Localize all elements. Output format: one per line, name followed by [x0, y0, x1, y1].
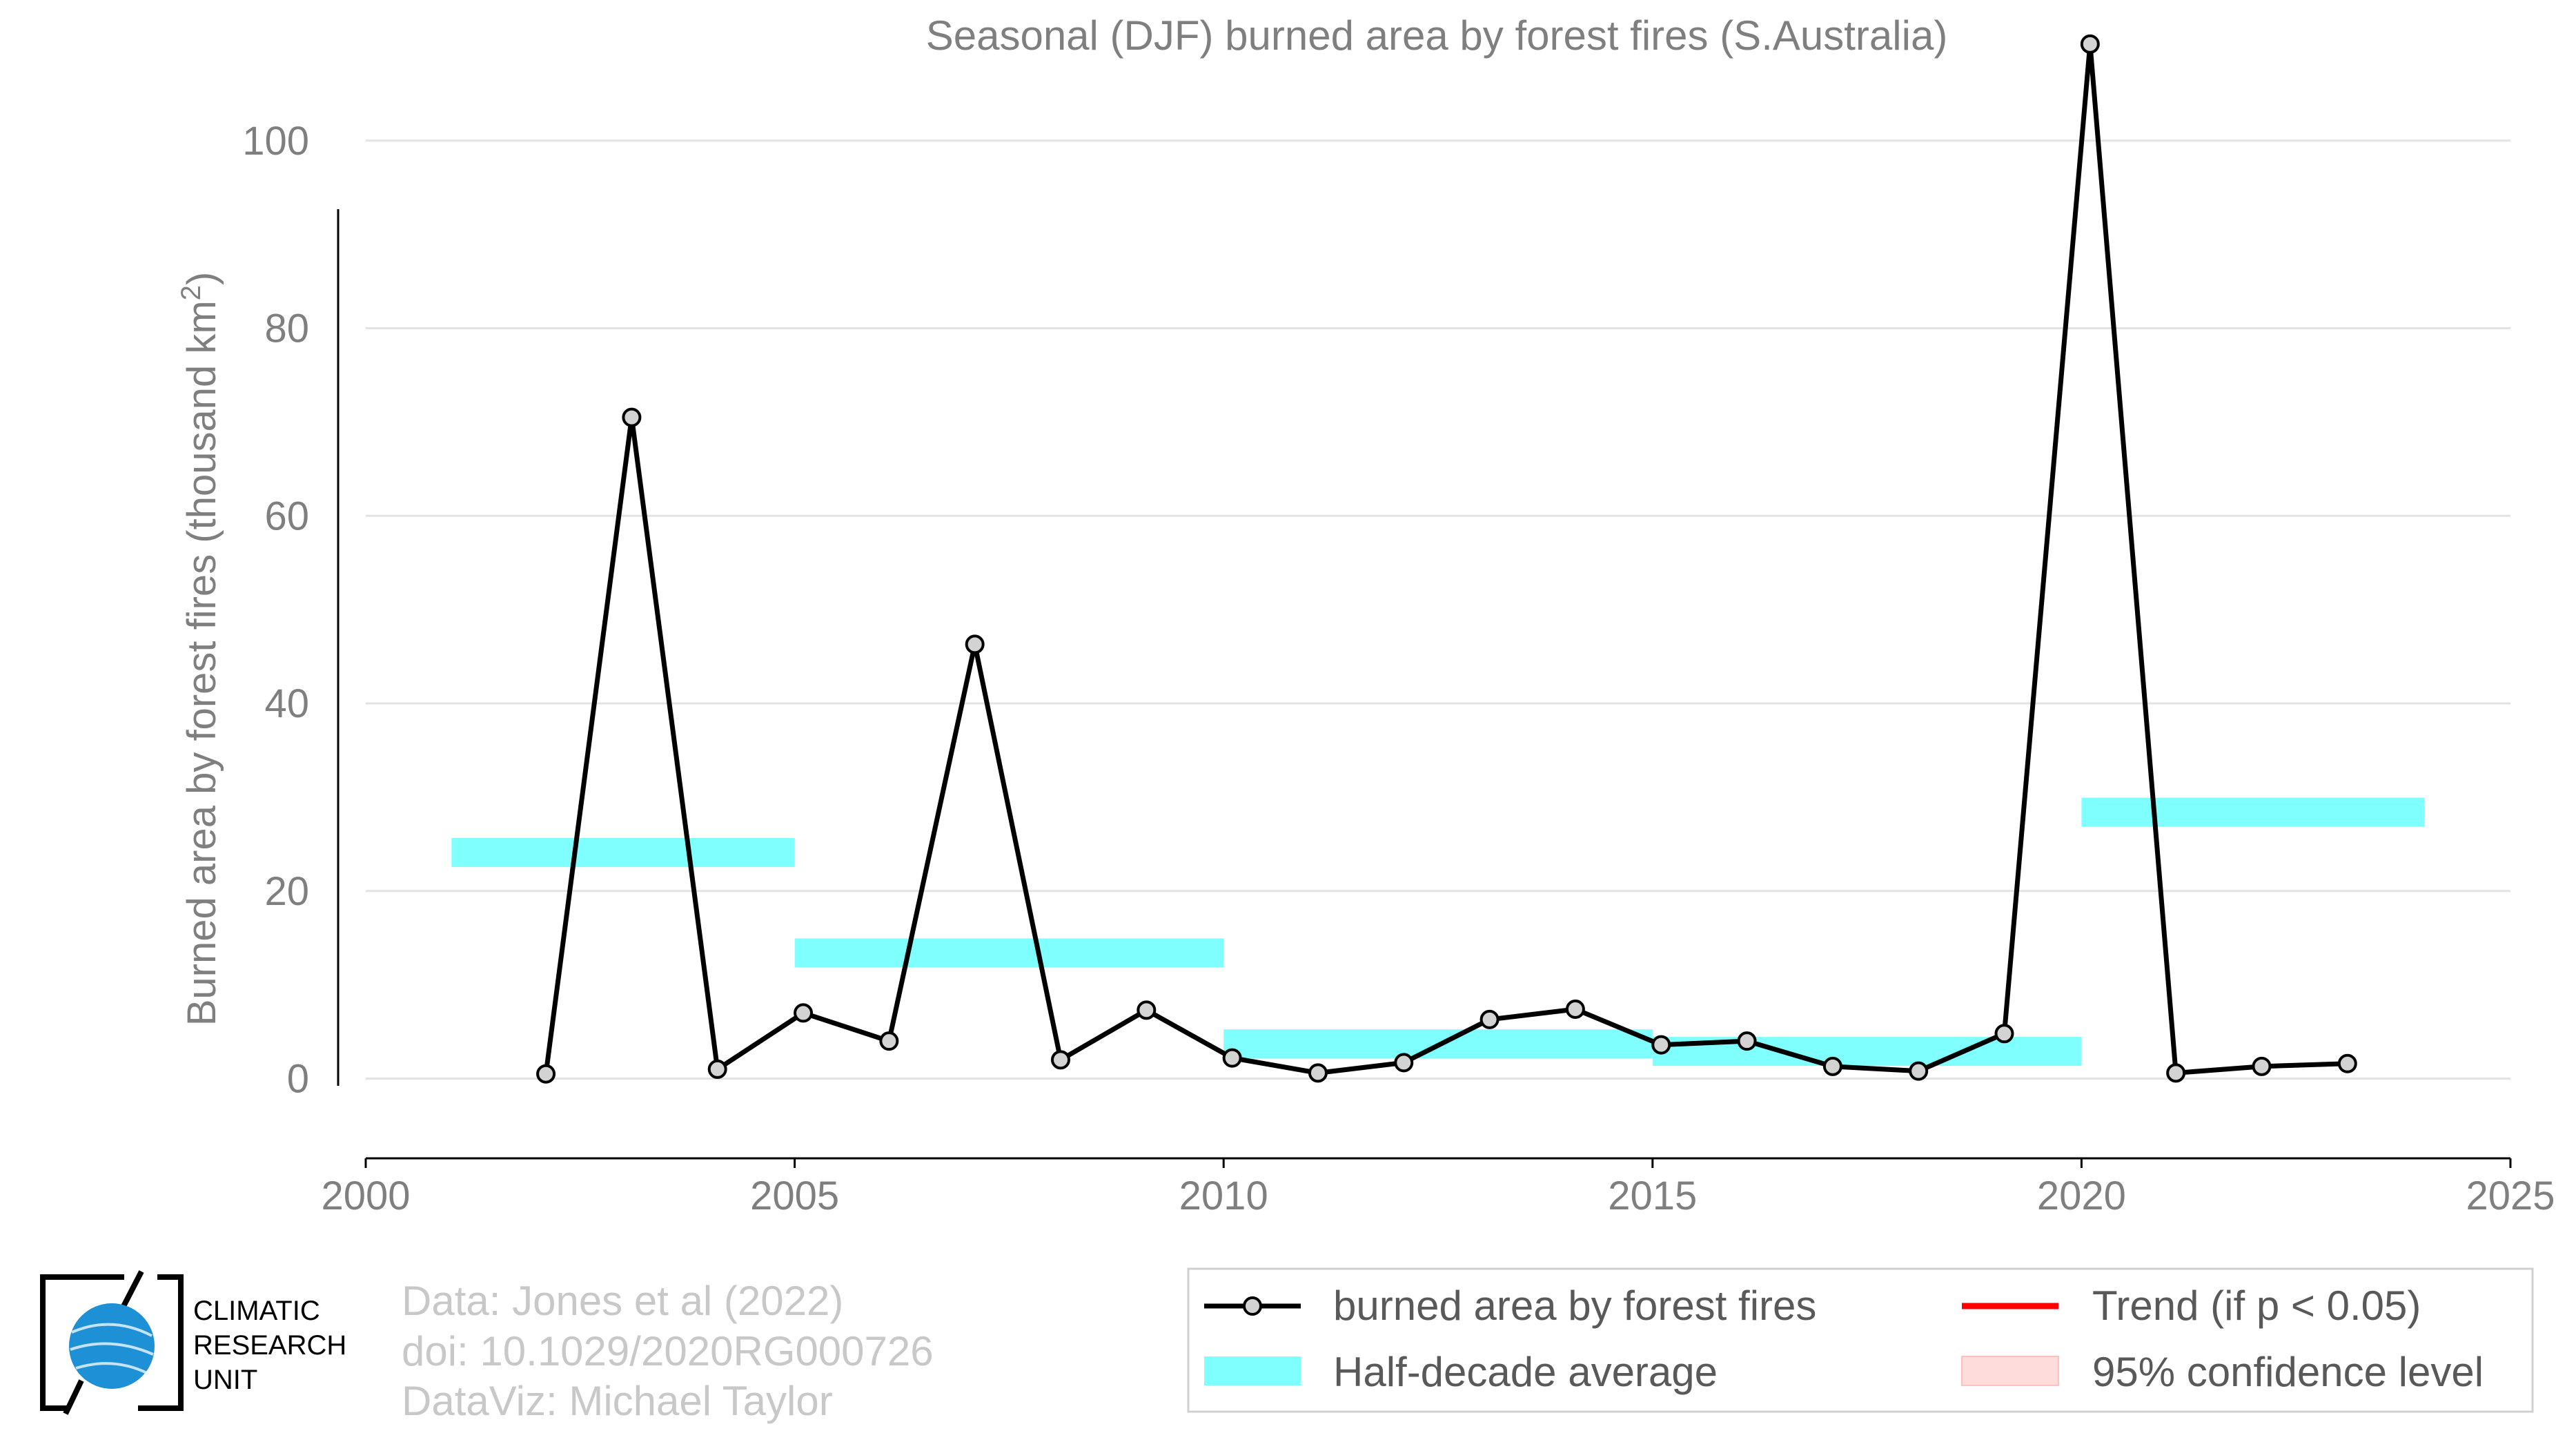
data-point [879, 1031, 899, 1051]
logo-text-line1: CLIMATIC [193, 1296, 320, 1326]
data-point [965, 634, 985, 654]
data-point [1737, 1031, 1757, 1051]
data-point [1994, 1024, 2014, 1044]
data-point [1565, 999, 1585, 1019]
credit-dataviz: DataViz: Michael Taylor [402, 1378, 833, 1424]
legend: burned area by forest fires Trend (if p … [1187, 1267, 2534, 1413]
data-point [2337, 1053, 2357, 1073]
legend-label-trend: Trend (if p < 0.05) [2092, 1283, 2421, 1329]
y-tick-label: 40 [264, 681, 309, 726]
x-tick-label: 2005 [750, 1174, 839, 1218]
y-tick-label: 60 [264, 494, 309, 538]
half-decade-bars [451, 797, 2425, 1067]
legend-label-half-decade: Half-decade average [1333, 1349, 1718, 1395]
x-tick-label: 2020 [2037, 1174, 2126, 1218]
chart-title: Seasonal (DJF) burned area by forest fir… [926, 12, 1948, 59]
logo-bracket-left [40, 1274, 124, 1411]
series-burned-area [536, 34, 2357, 1084]
data-point [1822, 1056, 1842, 1076]
data-point [1137, 1000, 1157, 1020]
data-point [1050, 1050, 1070, 1070]
data-point [2080, 34, 2100, 54]
y-axis-title-main: Burned area by forest fires (thousand km [179, 300, 224, 1026]
logo-slash-top [118, 1270, 144, 1313]
y-axis-title-superscript: 2 [176, 285, 206, 300]
cru-logo: CLIMATIC RESEARCH UNIT [40, 1270, 346, 1415]
legend-marker-swatch [1243, 1296, 1262, 1316]
y-tick-label: 80 [264, 306, 309, 351]
legend-label-confidence: 95% confidence level [2092, 1349, 2484, 1395]
data-point [536, 1064, 556, 1084]
data-point [1909, 1061, 1929, 1081]
legend-confidence-swatch [1961, 1356, 2059, 1386]
y-tick-label: 100 [242, 119, 309, 164]
data-point [794, 1003, 814, 1023]
data-point [1308, 1063, 1328, 1083]
credit-data-source: Data: Jones et al (2022) [402, 1278, 843, 1324]
credit-doi: doi: 10.1029/2020RG000726 [402, 1328, 934, 1374]
data-point [2252, 1056, 2272, 1076]
half-decade-bar [794, 938, 1224, 968]
legend-label-series: burned area by forest fires [1333, 1283, 1816, 1329]
logo-text-line3: UNIT [193, 1365, 257, 1395]
x-tick-labels: 2000 2005 2010 2015 2020 2025 [321, 1158, 2555, 1218]
y-tick-label: 20 [264, 869, 309, 914]
globe-lines [70, 1323, 154, 1375]
y-tick-label: 0 [287, 1057, 309, 1102]
data-point [707, 1059, 727, 1079]
half-decade-bar [2081, 797, 2425, 827]
legend-half-decade-swatch [1204, 1356, 1301, 1385]
x-tick-label: 2015 [1608, 1174, 1697, 1218]
logo-bracket-right [138, 1274, 184, 1411]
y-axis-title: Burned area by forest fires (thousand km… [176, 272, 224, 1026]
half-decade-bar [451, 838, 795, 868]
series-line [543, 41, 2348, 1075]
legend-box [1187, 1267, 2534, 1413]
gridlines [366, 139, 2510, 1080]
data-point [1222, 1048, 1242, 1068]
data-credits: Data: Jones et al (2022) doi: 10.1029/20… [402, 1278, 934, 1424]
x-tick-label: 2025 [2466, 1174, 2555, 1218]
logo-slash-bottom [63, 1379, 84, 1415]
data-point [622, 407, 642, 427]
logo-text-line2: RESEARCH [193, 1330, 346, 1361]
y-axis-title-close: ) [179, 272, 224, 285]
data-point [1394, 1053, 1414, 1073]
x-tick-label: 2010 [1179, 1174, 1268, 1218]
data-point [1479, 1009, 1500, 1029]
x-tick-label: 2000 [321, 1174, 410, 1218]
y-tick-labels: 0 20 40 60 80 100 [242, 119, 309, 1102]
data-point [1651, 1035, 1671, 1055]
data-point [2166, 1063, 2186, 1083]
